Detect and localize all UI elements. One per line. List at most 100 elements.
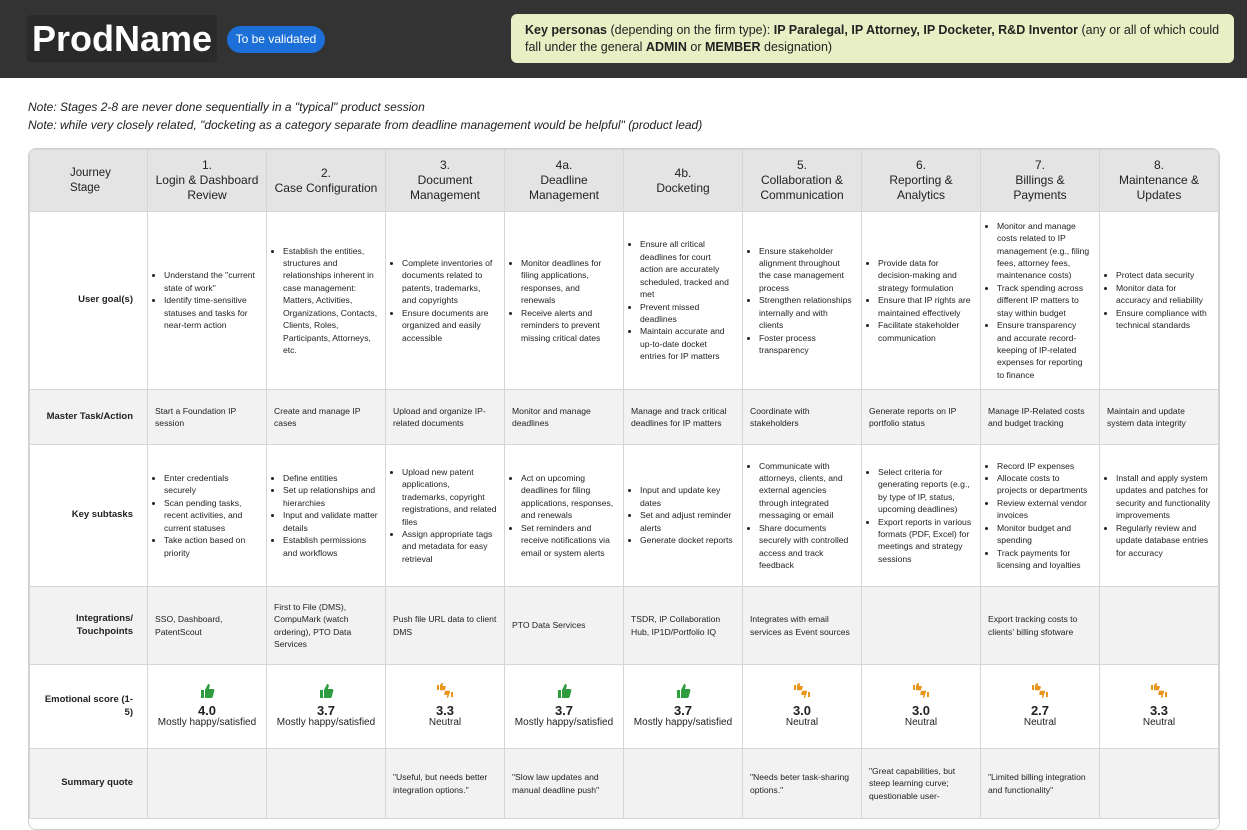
cell-text: "Useful, but needs better integration op… <box>393 772 488 795</box>
cell-text: Upload and organize IP-related documents <box>393 405 486 428</box>
score-mood: Neutral <box>428 717 462 729</box>
bullet-item: Ensure all critical deadlines for court … <box>640 238 735 300</box>
score-mood: Mostly happy/satisfied <box>157 717 257 729</box>
bullet-item: Provide data for decision-making and str… <box>878 257 973 294</box>
bullet-item: Foster process transparency <box>759 332 854 357</box>
bullet-item: Select criteria for generating reports (… <box>878 466 973 516</box>
logo: ProdName <box>27 15 217 62</box>
row-label: User goal(s) <box>29 211 148 390</box>
table-cell: Monitor and manage deadlines <box>504 389 624 445</box>
bullet-item: Record IP expenses <box>997 460 1092 472</box>
persona-text: Key personas <box>525 23 607 37</box>
cell-text: "Needs beter task-sharing options." <box>750 772 850 795</box>
score-value: 2.7 <box>1030 702 1050 718</box>
bullet-item: Understand the "current state of work" <box>164 269 259 294</box>
table-row: User goal(s)Understand the "current stat… <box>29 211 1219 390</box>
cell-text: Coordinate with stakeholders <box>750 405 810 428</box>
bullet-item: Input and update key dates <box>640 484 735 509</box>
stage-header: 4b. Docketing <box>623 149 743 212</box>
table-cell: TSDR, IP Collaboration Hub, IP1D/Portfol… <box>623 586 743 665</box>
score-value: 3.0 <box>911 702 931 718</box>
row-label: Journey Stage <box>29 149 148 212</box>
page: ProdName To be validated Key personas (d… <box>0 0 1247 801</box>
table-cell: Define entitiesSet up relationships and … <box>266 444 386 587</box>
score-mood: Mostly happy/satisfied <box>633 717 733 729</box>
bullet-item: Act on upcoming deadlines for filing app… <box>521 472 616 522</box>
bullet-item: Install and apply system updates and pat… <box>1116 472 1211 522</box>
bullet-item: Prevent missed deadlines <box>640 301 735 326</box>
personas-box: Key personas (depending on the firm type… <box>511 14 1234 63</box>
score-value: 4.0 <box>197 702 217 718</box>
bullet-item: Receive alerts and reminders to prevent … <box>521 307 616 344</box>
bullet-item: Input and validate matter details <box>283 509 378 534</box>
table-cell <box>1099 586 1219 665</box>
bullet-item: Establish permissions and workflows <box>283 534 378 559</box>
bullet-list: Monitor deadlines for filing application… <box>512 257 616 344</box>
table-cell: Select criteria for generating reports (… <box>861 444 981 587</box>
bullet-item: Generate docket reports <box>640 534 735 546</box>
table-cell: Start a Foundation IP session <box>147 389 267 445</box>
table-cell: First to File (DMS), CompuMark (watch or… <box>266 586 386 665</box>
stage-name: Reporting & Analytics <box>889 173 953 202</box>
stage-number: 1. <box>201 158 212 172</box>
table-cell: Maintain and update system data integrit… <box>1099 389 1219 445</box>
bullet-item: Set and adjust reminder alerts <box>640 509 735 534</box>
stage-header: 7. Billings & Payments <box>980 149 1100 212</box>
bullet-list: Upload new patent applications, trademar… <box>393 466 497 565</box>
bullet-list: Protect data securityMonitor data for ac… <box>1107 269 1211 331</box>
stage-header: 2. Case Configuration <box>266 149 386 212</box>
score-mood: Neutral <box>785 717 819 729</box>
cell-text: Create and manage IP cases <box>274 405 361 428</box>
stage-name: Deadline Management <box>528 173 600 202</box>
persona-text: designation) <box>760 40 833 54</box>
table-cell: "Limited billing integration and functio… <box>980 748 1100 819</box>
bullet-item: Strengthen relationships internally and … <box>759 294 854 331</box>
stage-header: 5. Collaboration & Communication <box>742 149 862 212</box>
table-cell: Ensure all critical deadlines for court … <box>623 211 743 390</box>
table-cell: Ensure stakeholder alignment throughout … <box>742 211 862 390</box>
header-row: Journey Stage 1. Login & Dashboard Review 2… <box>29 149 1219 212</box>
stage-name: Collaboration & Communication <box>760 173 844 202</box>
table-cell <box>1099 748 1219 819</box>
cell-text: "Great capabilities, but steep learning … <box>869 765 956 801</box>
bullet-item: Export reports in various formats (PDF, … <box>878 516 973 566</box>
cell-text: Export tracking costs to clients' billin… <box>988 614 1078 637</box>
table-row: Emotional score (1-5) 4.0 Mostly happy/sat… <box>29 664 1219 749</box>
table-cell: 3.7 Mostly happy/satisfied <box>266 664 386 749</box>
stage-number: 5. <box>796 158 807 172</box>
table-cell: Create and manage IP cases <box>266 389 386 445</box>
bullet-list: Act on upcoming deadlines for filing app… <box>512 472 616 559</box>
table-cell: 2.7 Neutral <box>980 664 1100 749</box>
table-cell <box>623 748 743 819</box>
bullet-item: Ensure transparency and accurate record-… <box>997 319 1092 381</box>
table-cell: 3.3 Neutral <box>385 664 505 749</box>
bullet-item: Monitor budget and spending <box>997 522 1092 547</box>
stage-header: 8. Maintenance & Updates <box>1099 149 1219 212</box>
stage-name: Docketing <box>656 180 710 195</box>
cell-text: Integrates with email services as Event … <box>750 614 850 637</box>
bullet-list: Complete inventories of documents relate… <box>393 257 497 344</box>
row-label: Summary quote <box>29 748 148 819</box>
bullet-item: Maintain accurate and up-to-date docket … <box>640 325 735 362</box>
stage-name: Maintenance & Updates <box>1118 173 1200 202</box>
bullet-item: Monitor deadlines for filing application… <box>521 257 616 307</box>
row-label: Integrations/ Touchpoints <box>29 586 148 665</box>
cell-text: Manage and track critical deadlines for … <box>631 405 727 428</box>
bullet-list: Input and update key datesSet and adjust… <box>631 484 735 546</box>
stage-header: 1. Login & Dashboard Review <box>147 149 267 212</box>
stage-number: 6. <box>915 158 926 172</box>
cell-text: Push file URL data to client DMS <box>393 614 497 637</box>
stage-number: 7. <box>1034 158 1045 172</box>
table-cell: 3.0 Neutral <box>861 664 981 749</box>
table-cell: Upload new patent applications, trademar… <box>385 444 505 587</box>
stage-header: 3. Document Management <box>385 149 505 212</box>
bullet-list: Understand the "current state of work"Id… <box>155 269 259 331</box>
bullet-list: Define entitiesSet up relationships and … <box>274 472 378 559</box>
note: Note: while very closely related, "docke… <box>28 118 703 132</box>
stage-name: Case Configuration <box>274 180 378 195</box>
table-cell: Push file URL data to client DMS <box>385 586 505 665</box>
bullet-item: Protect data security <box>1116 269 1211 281</box>
table-cell: Monitor deadlines for filing application… <box>504 211 624 390</box>
table-cell: Complete inventories of documents relate… <box>385 211 505 390</box>
top-bar: ProdName To be validated Key personas (d… <box>0 0 1247 78</box>
